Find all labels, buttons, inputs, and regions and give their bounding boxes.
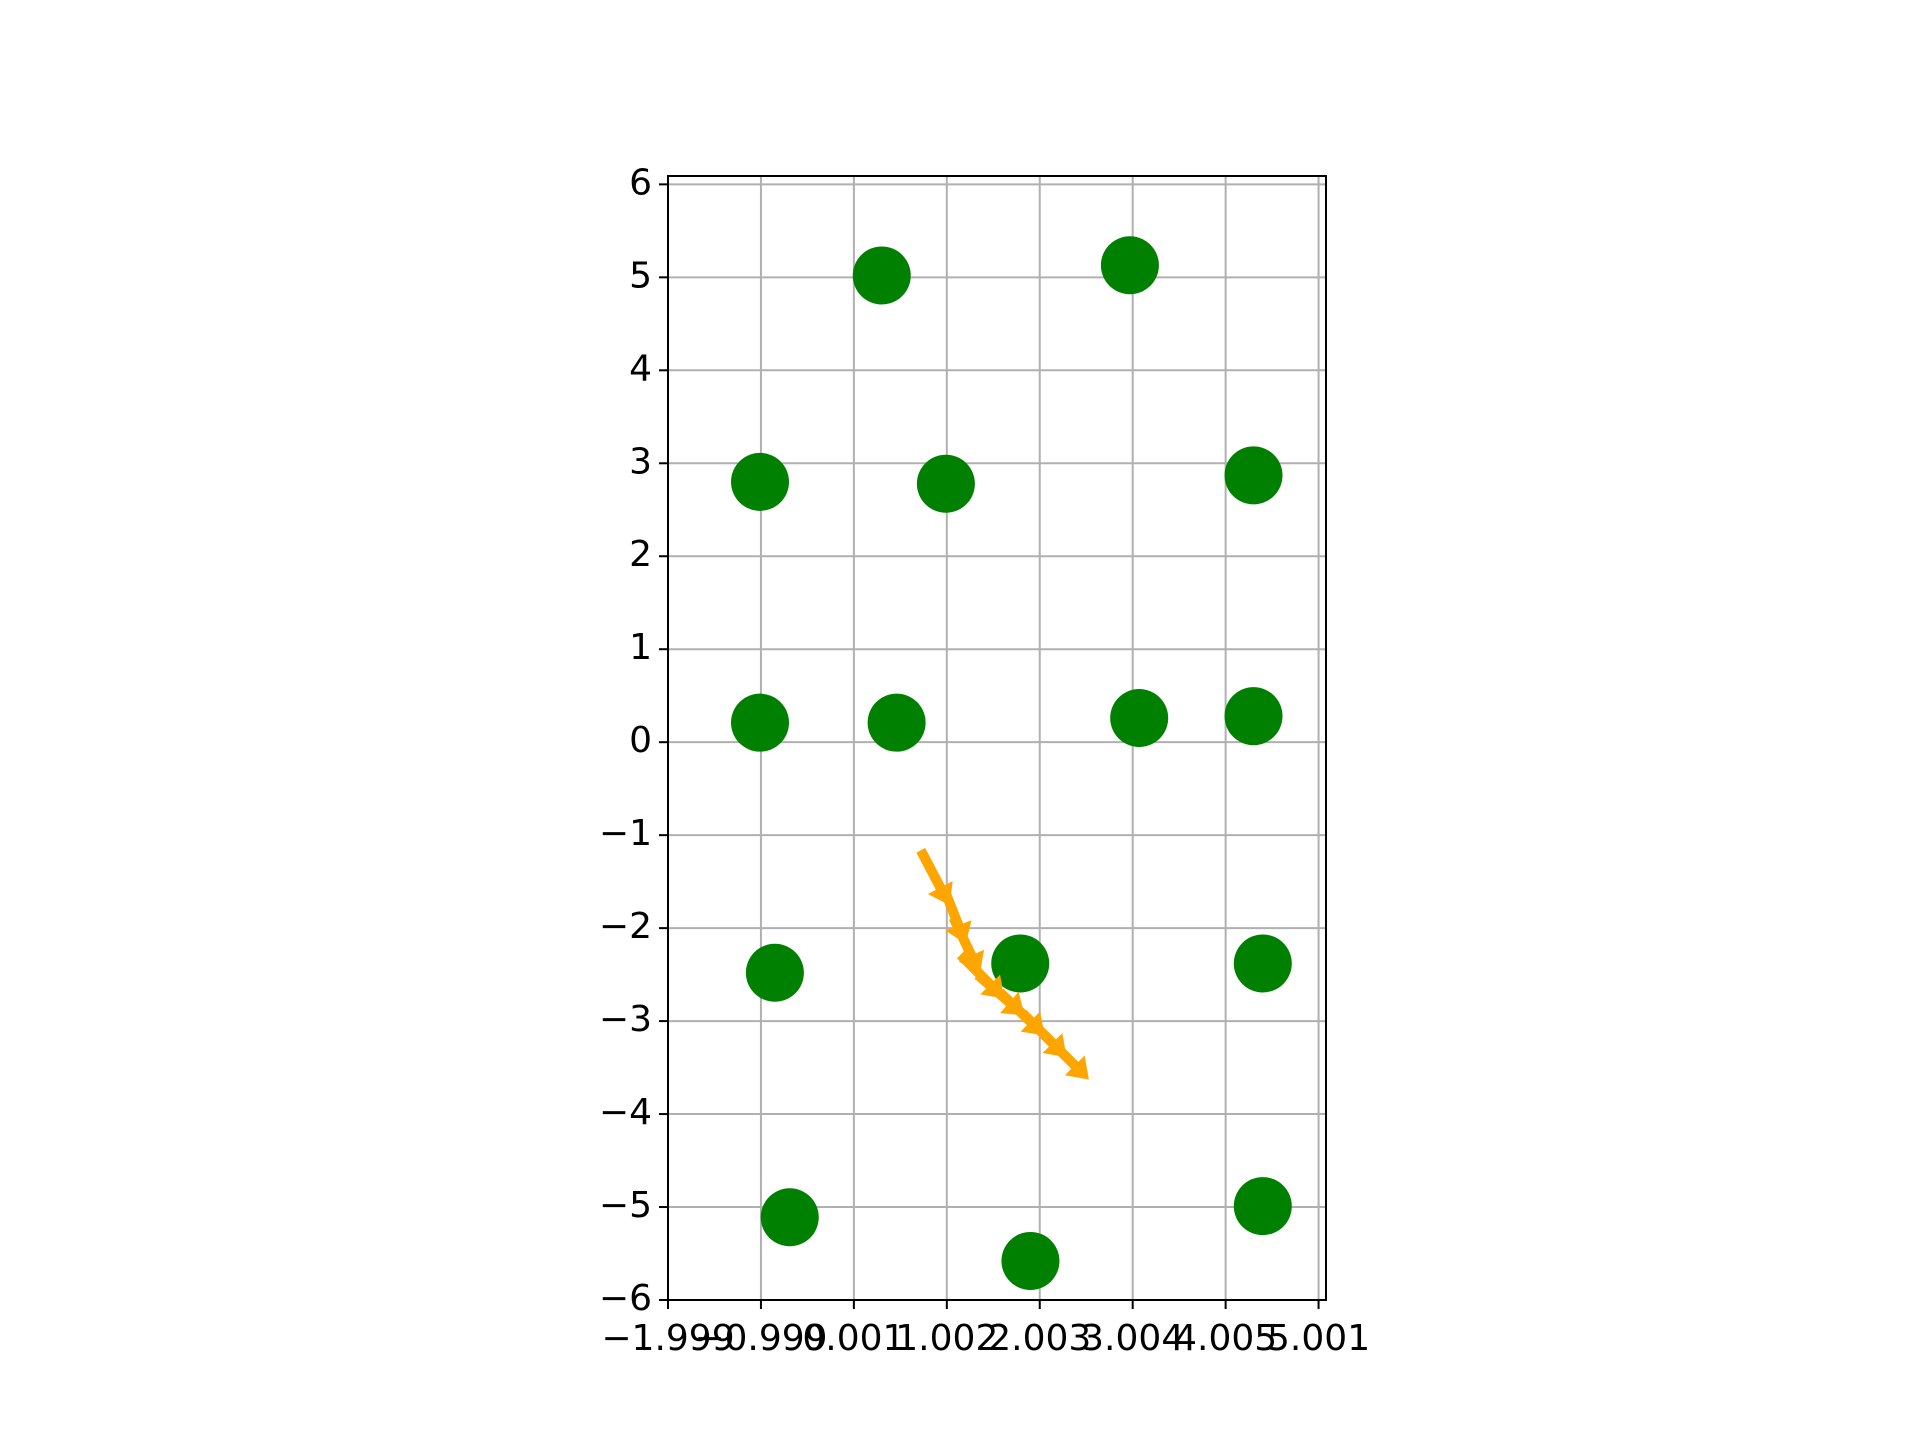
- x-tick-label: 5.001: [1267, 1318, 1370, 1359]
- point-marker: [745, 943, 804, 1002]
- x-tick-label: −1.999: [601, 1318, 734, 1359]
- point-marker: [1110, 689, 1169, 748]
- point-marker: [1100, 236, 1159, 295]
- y-tick-label: −1: [599, 813, 652, 854]
- x-tick-label: 1.002: [895, 1318, 998, 1359]
- point-marker: [991, 934, 1050, 993]
- y-tick-label: 1: [629, 627, 652, 668]
- axes-frame: [667, 175, 1327, 1301]
- point-marker: [916, 454, 975, 513]
- point-marker: [731, 693, 790, 752]
- y-tick-label: −5: [599, 1185, 652, 1226]
- point-marker: [1001, 1231, 1060, 1290]
- y-tick-label: −3: [599, 999, 652, 1040]
- y-tick-label: 2: [629, 534, 652, 575]
- x-tick-label: 2.003: [988, 1318, 1091, 1359]
- x-tick-label: 3.004: [1081, 1318, 1184, 1359]
- arrow-marker: [1041, 1032, 1089, 1080]
- y-tick-label: −6: [599, 1278, 652, 1319]
- point-marker: [1224, 446, 1283, 505]
- x-tick-label: 4.005: [1174, 1318, 1277, 1359]
- x-tick-label: −0.999: [694, 1318, 827, 1359]
- y-tick-label: 6: [629, 162, 652, 203]
- point-marker: [760, 1188, 819, 1247]
- y-tick-label: 3: [629, 441, 652, 482]
- arrow-marker: [948, 915, 985, 974]
- point-marker: [1233, 1177, 1292, 1236]
- y-tick-label: 4: [629, 348, 652, 389]
- y-tick-label: −2: [599, 906, 652, 947]
- point-marker: [1233, 934, 1292, 993]
- y-tick-label: −4: [599, 1092, 652, 1133]
- point-marker: [852, 246, 911, 305]
- y-tick-label: 5: [629, 255, 652, 296]
- y-tick-label: 0: [629, 720, 652, 761]
- point-marker: [867, 693, 926, 752]
- point-marker: [1224, 687, 1283, 746]
- x-tick-label: 0.001: [802, 1318, 905, 1359]
- point-marker: [731, 452, 790, 511]
